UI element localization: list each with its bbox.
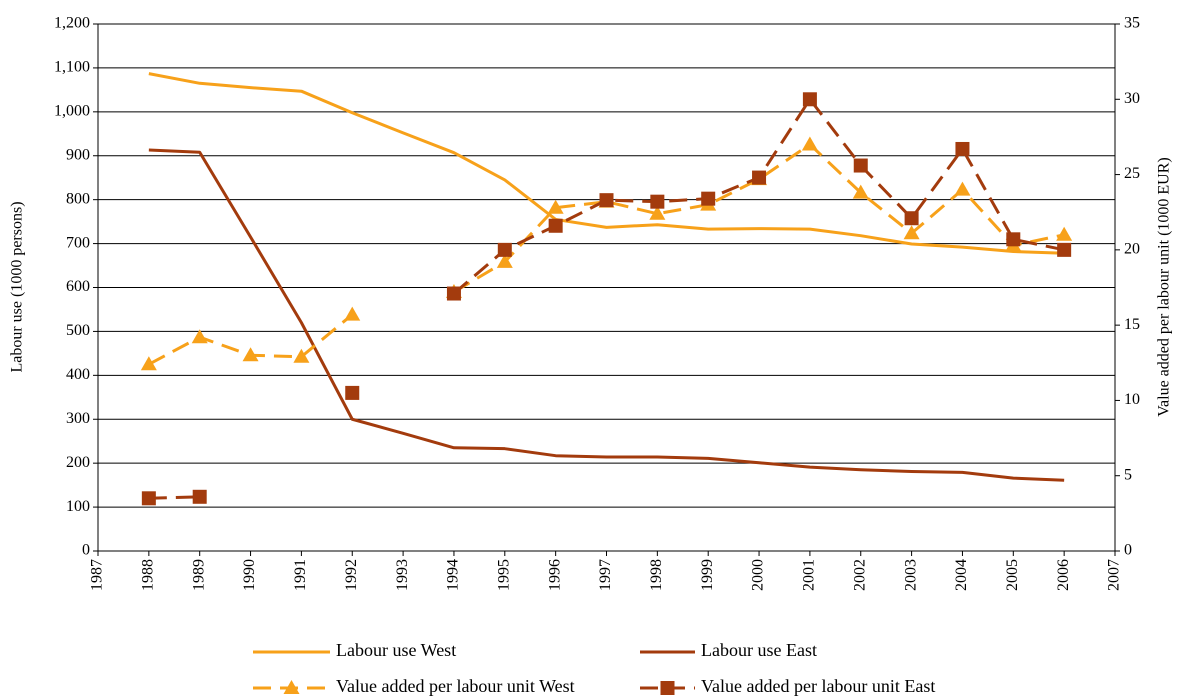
triangle-marker — [1056, 226, 1073, 241]
triangle-marker — [344, 306, 361, 321]
square-marker — [701, 191, 716, 206]
triangle-marker — [801, 136, 818, 151]
square-marker — [446, 286, 461, 301]
x-tick-label: 1991 — [292, 559, 309, 591]
y-tick-label: 200 — [66, 454, 90, 471]
y-axis-title: Labour use (1000 persons) — [9, 201, 26, 372]
y-tick-label: 800 — [66, 190, 90, 207]
x-tick-label: 1995 — [495, 559, 512, 591]
y-tick-label: 500 — [66, 322, 90, 339]
y-tick-label: 900 — [66, 146, 90, 163]
square-marker — [650, 194, 665, 209]
square-marker — [904, 211, 919, 226]
triangle-marker — [283, 680, 300, 694]
x-tick-label: 2003 — [902, 559, 919, 591]
y2-tick-label: 5 — [1124, 466, 1132, 483]
square-marker — [752, 170, 767, 185]
y2-tick-label: 35 — [1124, 15, 1140, 32]
y-tick-label: 1,000 — [54, 103, 90, 120]
triangle-marker — [242, 347, 259, 362]
triangle-marker — [903, 225, 920, 240]
y2-tick-label: 15 — [1124, 316, 1140, 333]
y2-tick-label: 25 — [1124, 165, 1140, 182]
y-tick-label: 1,100 — [54, 59, 90, 76]
legend-label: Labour use East — [701, 640, 817, 660]
series-line — [148, 72, 1065, 255]
x-tick-label: 2004 — [953, 559, 970, 591]
x-tick-label: 1996 — [546, 559, 563, 591]
x-tick-label: 1988 — [140, 559, 157, 591]
x-tick-label: 1992 — [343, 559, 360, 591]
series-line — [148, 148, 1065, 482]
x-tick-label: 1998 — [648, 559, 665, 591]
square-marker — [660, 681, 675, 695]
x-tick-label: 1999 — [699, 559, 716, 591]
x-tick-label: 2001 — [801, 559, 818, 591]
square-marker — [141, 491, 156, 506]
x-tick-label: 2005 — [1004, 559, 1021, 591]
triangle-marker — [852, 184, 869, 199]
y2-tick-label: 10 — [1124, 391, 1140, 408]
y-tick-label: 300 — [66, 410, 90, 427]
x-tick-label: 2002 — [851, 559, 868, 591]
square-marker — [955, 141, 970, 156]
triangle-marker — [293, 348, 310, 363]
square-marker — [192, 489, 207, 504]
y2-tick-label: 30 — [1124, 90, 1140, 107]
square-marker — [1006, 232, 1021, 247]
square-marker — [345, 385, 360, 400]
triangle-marker — [547, 199, 564, 214]
legend-label: Value added per labour unit West — [336, 676, 575, 696]
x-tick-label: 1994 — [445, 559, 462, 591]
y-tick-label: 600 — [66, 278, 90, 295]
y-tick-label: 1,200 — [54, 15, 90, 32]
legend-label: Labour use West — [336, 640, 456, 660]
x-tick-label: 2007 — [1106, 559, 1123, 591]
x-tick-label: 2000 — [750, 559, 767, 591]
legend-label: Value added per labour unit East — [701, 676, 935, 696]
triangle-marker — [954, 181, 971, 196]
y2-axis-title: Value added per labour unit (1000 EUR) — [1156, 157, 1173, 416]
y-tick-label: 700 — [66, 234, 90, 251]
triangle-marker — [496, 253, 513, 268]
x-tick-label: 1990 — [241, 559, 258, 591]
triangle-marker — [191, 329, 208, 344]
x-tick-label: 1989 — [190, 559, 207, 591]
square-marker — [599, 193, 614, 208]
y-tick-label: 100 — [66, 498, 90, 515]
x-tick-label: 1987 — [89, 559, 106, 591]
x-tick-label: 2006 — [1055, 559, 1072, 591]
x-tick-label: 1993 — [394, 559, 411, 591]
y2-tick-label: 20 — [1124, 241, 1140, 258]
square-marker — [802, 92, 817, 107]
square-marker — [1057, 242, 1072, 257]
y-tick-label: 400 — [66, 366, 90, 383]
square-marker — [853, 158, 868, 173]
y-tick-label: 0 — [82, 542, 90, 559]
square-marker — [497, 242, 512, 257]
y2-tick-label: 0 — [1124, 542, 1132, 559]
triangle-marker — [649, 205, 666, 220]
x-tick-label: 1997 — [597, 559, 614, 591]
triangle-marker — [140, 356, 157, 371]
square-marker — [548, 218, 563, 233]
